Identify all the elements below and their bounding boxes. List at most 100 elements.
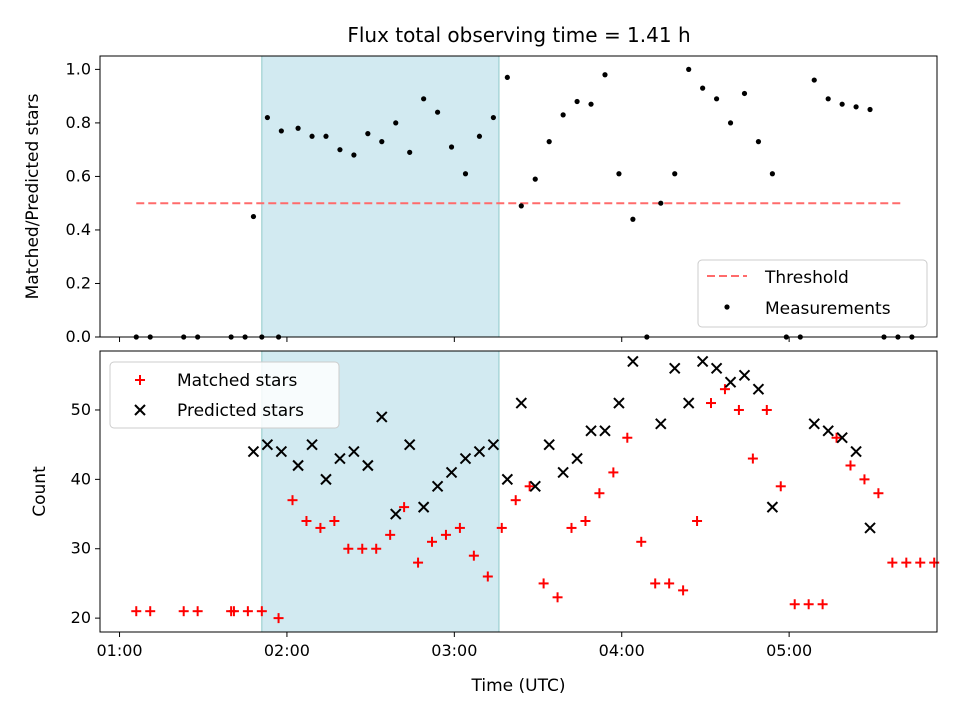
matched-star-point: [510, 495, 521, 506]
predicted-star-point: [669, 362, 681, 375]
bottom-ytick-label: 30: [71, 539, 91, 558]
predicted-star-point: [724, 376, 737, 388]
predicted-star-point: [710, 362, 723, 375]
matched-star-point: [636, 536, 647, 547]
matched-star-point: [650, 578, 661, 589]
matched-star-point: [192, 606, 203, 617]
matched-star-point: [228, 606, 239, 617]
measurement-point: [379, 139, 385, 145]
bottom-legend: Matched stars Predicted stars: [109, 361, 340, 429]
measurement-point: [309, 133, 315, 139]
measurement-point: [630, 216, 636, 222]
top-ytick-label: 0.2: [66, 273, 91, 292]
matched-star-point: [385, 529, 396, 540]
measurement-point: [588, 101, 594, 107]
predicted-star-point: [696, 355, 709, 368]
top-shaded-span: [261, 55, 500, 338]
predicted-star-point: [682, 397, 695, 409]
matched-star-point: [803, 599, 814, 610]
predicted-star-point: [417, 501, 430, 513]
measurement-point: [476, 133, 483, 139]
top-legend: Threshold Measurements: [697, 259, 928, 328]
xtick-label: 02:00: [264, 641, 310, 660]
matched-star-point: [131, 606, 142, 617]
measurement-point: [504, 74, 510, 81]
matched-star-point: [566, 522, 577, 533]
predicted-star-point: [261, 438, 274, 451]
xtick-label: 01:00: [96, 641, 142, 660]
legend-box: [697, 259, 928, 328]
matched-star-point: [887, 557, 898, 568]
predicted-star-point: [627, 355, 639, 368]
legend-matched-label: Matched stars: [177, 371, 297, 391]
matched-star-point: [440, 529, 451, 540]
legend-threshold-label: Threshold: [764, 268, 849, 288]
matched-star-point: [454, 522, 465, 533]
matched-star-point: [315, 522, 326, 533]
matched-star-point: [371, 543, 382, 554]
predicted-star-point: [515, 397, 527, 409]
measurement-point: [825, 96, 831, 102]
matched-star-point: [343, 543, 354, 554]
top-ytick-label: 1.0: [66, 59, 91, 78]
measurement-point: [602, 72, 608, 78]
predicted-star-point: [864, 522, 876, 534]
measurement-point: [741, 90, 748, 97]
measurement-point: [250, 213, 257, 220]
predicted-star-point: [836, 432, 848, 444]
xtick-label: 05:00: [766, 641, 812, 660]
matched-star-point: [413, 557, 424, 568]
predicted-star-point: [445, 466, 458, 479]
measurement-point: [407, 149, 413, 155]
matched-star-point: [859, 474, 870, 485]
matched-star-point: [468, 550, 479, 561]
measurement-point: [351, 152, 357, 158]
predicted-star-point: [431, 480, 444, 493]
predicted-star-point: [808, 418, 820, 430]
matched-star-point: [789, 599, 800, 610]
measurement-point: [365, 131, 371, 137]
predicted-star-point: [275, 445, 288, 458]
predicted-star-point: [599, 425, 611, 437]
measurement-point: [560, 112, 566, 118]
matched-star-point: [287, 495, 298, 506]
predicted-star-point: [473, 445, 486, 458]
measurement-point: [278, 128, 284, 134]
xtick-label: 03:00: [431, 641, 477, 660]
legend-predicted-swatch: [134, 404, 146, 416]
matched-star-point: [594, 488, 605, 499]
measurement-point: [616, 171, 622, 177]
predicted-star-point: [655, 418, 667, 430]
predicted-star-point: [543, 438, 555, 451]
measurement-point: [323, 133, 329, 139]
predicted-star-point: [766, 501, 779, 513]
matched-star-point: [873, 488, 884, 499]
measurement-point: [574, 98, 580, 105]
matched-star-point: [482, 571, 493, 582]
bottom-panel: 20 30 40 50 01:00 02:00 03:00 04:00 05:00 Count Ti…: [30, 350, 940, 696]
predicted-star-point: [292, 459, 304, 472]
xtick-label: 04:00: [599, 641, 645, 660]
matched-star-point: [929, 557, 940, 568]
predicted-star-point: [585, 425, 597, 437]
measurement-point: [295, 125, 301, 131]
top-ytick-label: 0.6: [66, 166, 91, 185]
matched-star-point: [761, 404, 772, 415]
top-panel: 0.0 0.2 0.4 0.6 0.8 1.0 Matched/Predicted star…: [23, 55, 938, 346]
bottom-ylabel: Count: [30, 466, 50, 517]
predicted-star-point: [334, 452, 346, 465]
top-ytick-label: 0.8: [66, 113, 91, 132]
measurement-point: [337, 147, 343, 153]
predicted-star-point: [529, 480, 541, 493]
legend-matched-swatch: [135, 375, 145, 385]
matched-star-point: [301, 515, 312, 526]
measurement-point: [867, 106, 873, 113]
matched-star-point: [664, 578, 675, 589]
matched-star-point: [524, 481, 535, 492]
bottom-ytick-label: 50: [71, 400, 91, 419]
predicted-star-point: [571, 452, 583, 465]
matched-star-point: [845, 460, 856, 471]
matched-star-point: [678, 585, 689, 596]
matched-star-point: [608, 467, 619, 478]
